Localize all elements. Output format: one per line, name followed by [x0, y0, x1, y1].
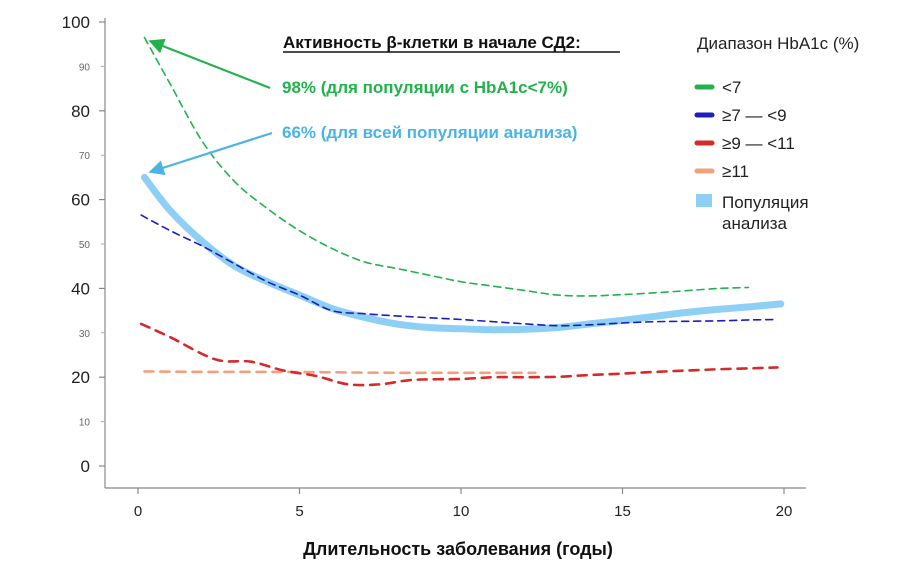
- legend-label-9-11: ≥9 — <11: [722, 134, 795, 153]
- x-tick-label: 5: [295, 503, 303, 520]
- y-tick-label-major: 80: [71, 102, 90, 121]
- series-line-9-11: [139, 322, 779, 387]
- y-tick-label-minor: 30: [79, 329, 91, 340]
- series-line-7-9: [140, 214, 779, 327]
- x-ticks: 0 5 10 15 20: [134, 488, 793, 520]
- legend-label-7-9: ≥7 — <9: [722, 106, 787, 125]
- y-tick-label-minor: 10: [79, 418, 91, 429]
- legend-swatch-population: [696, 194, 712, 207]
- chart-title: Активность β-клетки в начале СД2:: [283, 33, 581, 52]
- y-tick-label-minor: 50: [79, 240, 91, 251]
- annotation-arrow-blue: [148, 131, 273, 176]
- annotation-98: 98% (для популяции с HbA1c<7%): [282, 78, 568, 97]
- y-tick-label-major: 40: [71, 279, 90, 298]
- annotation-66: 66% (для всей популяции анализа): [282, 123, 577, 142]
- legend-label-lt7: <7: [722, 78, 741, 97]
- y-tick-label-minor: 70: [79, 151, 91, 162]
- legend-label-ge11: ≥11: [722, 162, 749, 181]
- series-line-ge11: [143, 370, 537, 375]
- x-tick-label: 15: [614, 503, 631, 520]
- y-tick-label-major: 100: [62, 13, 90, 32]
- y-tick-label-major: 0: [81, 457, 90, 476]
- series-line-population: [141, 173, 785, 334]
- x-tick-label: 0: [134, 503, 142, 520]
- x-tick-label: 20: [776, 503, 793, 520]
- legend-label-population-1: Популяция: [722, 193, 809, 212]
- legend: Диапазон HbA1c (%) <7 ≥7 — <9 ≥9 — <11 ≥…: [694, 34, 859, 233]
- legend-title: Диапазон HbA1c (%): [697, 34, 859, 53]
- x-axis-label: Длительность заболевания (годы): [303, 539, 613, 559]
- annotation-arrow-green: [148, 38, 271, 90]
- y-ticks: 0 20 40 60 80 100 10 30 50 70 90: [62, 13, 105, 476]
- series-line-lt7: [143, 36, 750, 297]
- y-tick-label-minor: 90: [79, 62, 91, 73]
- y-tick-label-major: 60: [71, 191, 90, 210]
- legend-label-population-2: анализа: [722, 214, 788, 233]
- y-tick-label-major: 20: [71, 368, 90, 387]
- x-tick-label: 10: [453, 503, 470, 520]
- series-layer: [139, 36, 785, 387]
